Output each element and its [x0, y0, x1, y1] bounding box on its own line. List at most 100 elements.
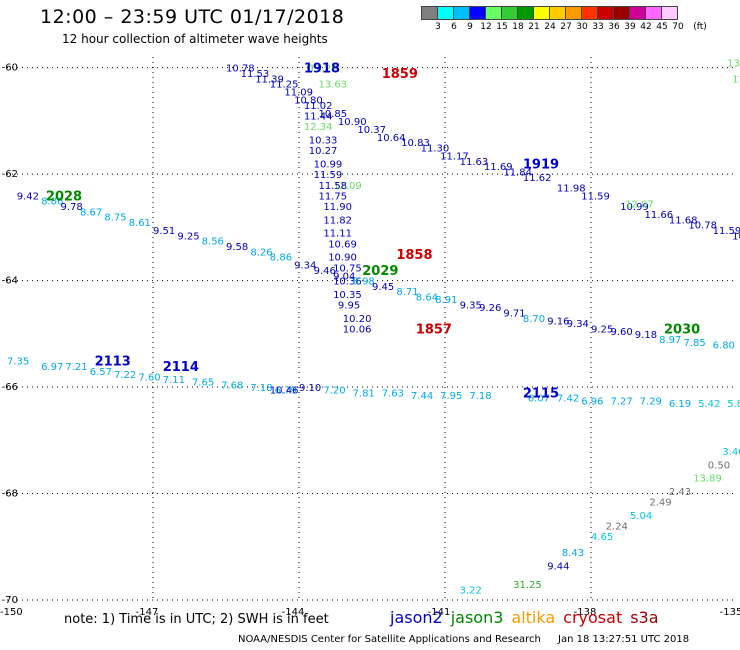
legend-jason2: jason2: [390, 608, 443, 627]
wave-height-point: 6.19: [669, 399, 691, 410]
wave-height-point: 6.57: [90, 367, 112, 378]
wave-height-point: 7.11: [163, 375, 185, 386]
wave-height-point: 10.33: [309, 136, 338, 147]
footer: NOAA/NESDIS Center for Satellite Applica…: [238, 634, 689, 645]
wave-height-point: 9.10: [299, 383, 321, 394]
wave-height-point: 9.16: [547, 317, 569, 328]
wave-height-point: 10.69: [328, 239, 357, 250]
wave-height-point: 9.51: [153, 226, 175, 237]
wave-height-point: 9.34: [294, 261, 316, 272]
y-tick-label: -66: [2, 382, 18, 393]
pass-time-label: 1859: [382, 67, 418, 82]
wave-height-point: 7.29: [640, 396, 662, 407]
wave-height-point: 9.78: [61, 202, 83, 213]
series-track-b: 12.25 13.63 12.34 12.09 12.07 13.10 12.00: [304, 58, 740, 210]
wave-height-point: 8.86: [270, 253, 292, 264]
wave-height-point: 3.40: [722, 447, 740, 458]
wave-height-point: 9.60: [610, 327, 632, 338]
wave-height-point: 6.97: [41, 362, 63, 373]
wave-height-point: 2.49: [649, 498, 671, 509]
wave-height-point: 10.36: [333, 277, 362, 288]
wave-height-point: 11.98: [557, 183, 586, 194]
colorbar-label: (ft): [693, 22, 707, 32]
y-tick-label: -62: [2, 169, 18, 180]
colorbar: [421, 6, 678, 20]
wave-height-point: 5.04: [630, 511, 652, 522]
series-track-g: 3.40 0.50 13.892.432.49 5.042.244.65 8.43 9.4…: [460, 447, 740, 596]
wave-height-point: 11.59: [581, 191, 610, 202]
legend-cryosat: cryosat: [563, 608, 623, 627]
wave-height-point: 6.96: [581, 396, 603, 407]
wave-height-point: 0.50: [708, 460, 730, 471]
wave-height-point: 13.10: [727, 58, 740, 69]
wave-height-point: 8.97: [659, 335, 681, 346]
wave-height-point: 9.18: [635, 330, 657, 341]
wave-height-point: 7.35: [7, 356, 29, 367]
wave-height-point: 10.99: [314, 159, 343, 170]
colorbar-label: 39: [624, 22, 636, 32]
x-tick-label: -144: [282, 607, 305, 618]
wave-height-point: 6.80: [713, 340, 735, 351]
wave-height-point: 10.90: [328, 253, 357, 264]
wave-height-point: 11.09: [284, 88, 313, 99]
wave-height-point: 9.45: [372, 282, 394, 293]
wave-height-point: 10.90: [338, 117, 367, 128]
wave-height-point: 11.69: [484, 162, 513, 173]
wave-height-point: 8.67: [80, 207, 102, 218]
wave-height-point: 9.35: [460, 301, 482, 312]
pass-time-label: 2113: [95, 354, 131, 369]
wave-height-point: 6.07: [528, 394, 550, 405]
colorbar-labels: 3 6 9 12 15 18 21 24 27 30 33 36 39 42 45 70 (ft): [421, 22, 740, 34]
colorbar-label: 27: [560, 22, 572, 32]
wave-height-point: 7.27: [610, 396, 632, 407]
y-tick-label: -60: [2, 63, 18, 74]
wave-height-point: 11.02: [304, 101, 333, 112]
wave-height-point: 9.95: [338, 301, 360, 312]
wave-height-point: 4.65: [591, 532, 613, 543]
legend-s3a: s3a: [630, 608, 659, 627]
colorbar-label: 12: [480, 22, 492, 32]
legend-altika: altika: [511, 608, 556, 627]
wave-height-point: 10.83: [401, 138, 430, 149]
wave-height-point: 8.61: [129, 218, 151, 229]
wave-height-point: 8.43: [562, 548, 584, 559]
pass-time-label: 2115: [523, 386, 559, 401]
wave-height-point: 11.30: [421, 144, 450, 155]
colorbar-cell: [661, 6, 678, 20]
grid: [7, 57, 737, 601]
wave-height-point: 7.63: [382, 388, 404, 399]
wave-height-point: 11.59: [713, 226, 740, 237]
wave-height-point: 7.22: [114, 370, 136, 381]
wave-height-point: 8.56: [202, 237, 224, 248]
wave-height-point: 10.46: [270, 386, 299, 397]
wave-height-point: 10.68: [732, 231, 740, 242]
wave-height-point: 9.71: [503, 309, 525, 320]
wave-height-point: 7.60: [138, 372, 160, 383]
colorbar-label: 24: [544, 22, 556, 32]
wave-height-point: 11.39: [255, 74, 284, 85]
satellite-legend: jason2 jason3 altika cryosat s3a: [390, 608, 667, 627]
wave-height-point: 7.20: [323, 386, 345, 397]
x-tick-label: -138: [574, 607, 597, 618]
wave-height-point: 5.83: [727, 399, 740, 410]
wave-height-point: 10.37: [357, 125, 386, 136]
wave-height-point: 9.26: [479, 303, 501, 314]
colorbar-label: 30: [576, 22, 588, 32]
wave-height-point: 8.86: [41, 197, 63, 208]
y-tick-label: -68: [2, 489, 18, 500]
x-tick-label: -150: [0, 607, 23, 618]
wave-height-point: 11.82: [323, 215, 352, 226]
pass-time-label: 1857: [416, 323, 452, 338]
pass-time-label: 1918: [304, 62, 340, 77]
colorbar-label: 15: [496, 22, 508, 32]
wave-height-point: 7.18: [250, 383, 272, 394]
pass-time-label: 1858: [396, 248, 432, 263]
footer-credit: NOAA/NESDIS Center for Satellite Applica…: [238, 634, 541, 645]
pass-time-label: 2029: [362, 264, 398, 279]
colorbar-label: 18: [512, 22, 524, 32]
wave-height-point: 10.80: [294, 96, 323, 107]
colorbar-label: 9: [467, 22, 473, 32]
colorbar-label: 42: [640, 22, 652, 32]
wave-height-point: 10.35: [333, 290, 362, 301]
wave-height-point: 10.27: [309, 146, 338, 157]
